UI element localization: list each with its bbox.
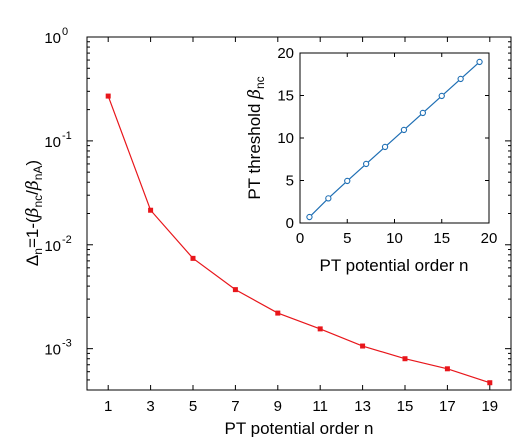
inset-axes: 0 5 10 15 20 0 5 10 15 20 PT potential order n P… [245, 45, 497, 275]
inset-data-point-7 [438, 92, 445, 100]
main-x-tick-label-6: 13 [354, 398, 371, 415]
main-y-tick-label-0: 10 [44, 342, 61, 359]
main-y-tick-exponent-2: -1 [62, 130, 72, 142]
inset-data-point-9 [476, 58, 483, 66]
main-x-tick-label-9: 19 [481, 398, 498, 415]
inset-series-line [309, 61, 480, 218]
inset-y-ticks: 0 5 10 15 20 [277, 45, 489, 232]
main-y-tick-label-3: 10 [44, 30, 61, 47]
main-data-point-7 [402, 356, 408, 362]
inset-x-tick-label-3: 15 [433, 230, 450, 247]
main-series-line [107, 95, 490, 384]
main-y-tick-label-1: 10 [44, 238, 61, 255]
main-y-tick-exponent-1: -2 [62, 234, 72, 246]
inset-data-point-4 [381, 143, 389, 151]
main-x-tick-label-8: 17 [439, 398, 456, 415]
main-data-point-9 [487, 380, 493, 386]
inset-x-ticks: 0 5 10 15 20 [296, 53, 498, 247]
inset-x-tick-label-2: 10 [386, 230, 403, 247]
inset-data-point-2 [344, 177, 351, 185]
main-data-point-1 [148, 207, 154, 213]
main-x-tick-label-2: 5 [189, 398, 197, 415]
inset-series-markers [306, 58, 483, 221]
inset-y-tick-label-0: 0 [286, 215, 294, 232]
main-y-tick-exponent-0: -3 [62, 338, 72, 350]
inset-x-tick-label-1: 5 [343, 230, 351, 247]
inset-y-tick-label-1: 5 [286, 173, 294, 190]
main-data-point-3 [232, 287, 238, 293]
main-data-point-5 [317, 326, 323, 332]
main-y-axis-label: Δn=1-(βnc/βnA) [23, 160, 45, 266]
main-y-tick-label-2: 10 [44, 134, 61, 151]
inset-x-axis-label: PT potential order n [320, 256, 469, 275]
main-data-point-6 [360, 343, 366, 349]
main-data-point-0 [105, 93, 111, 99]
inset-data-point-6 [419, 109, 426, 117]
inset-y-tick-label-3: 15 [277, 88, 294, 105]
inset-data-point-8 [457, 75, 464, 83]
inset-data-point-5 [400, 126, 408, 134]
main-series-markers [105, 93, 493, 386]
main-x-tick-label-7: 15 [397, 398, 414, 415]
main-x-ticks: 1 3 5 7 9 11 13 15 17 19 [104, 37, 498, 415]
inset-data-point-1 [325, 195, 332, 202]
main-x-tick-label-1: 3 [146, 398, 154, 415]
main-y-tick-exponent-3: 0 [62, 26, 68, 38]
main-x-tick-label-5: 11 [312, 398, 328, 415]
inset-y-axis-label: PT threshold βnc [245, 76, 267, 199]
main-x-tick-label-4: 9 [274, 398, 282, 415]
main-data-point-8 [444, 366, 450, 372]
main-x-tick-label-0: 1 [104, 398, 112, 415]
inset-y-tick-label-2: 10 [277, 130, 294, 147]
inset-data-point-3 [362, 160, 370, 168]
inset-x-tick-label-4: 20 [481, 230, 498, 247]
inset-x-tick-label-0: 0 [296, 230, 304, 247]
inset-y-tick-label-4: 20 [277, 45, 294, 62]
main-data-point-4 [275, 310, 281, 316]
main-data-point-2 [190, 255, 196, 261]
main-x-axis-label: PT potential order n [225, 419, 374, 437]
inset-data-point-0 [306, 213, 313, 221]
main-x-tick-label-3: 7 [231, 398, 239, 415]
